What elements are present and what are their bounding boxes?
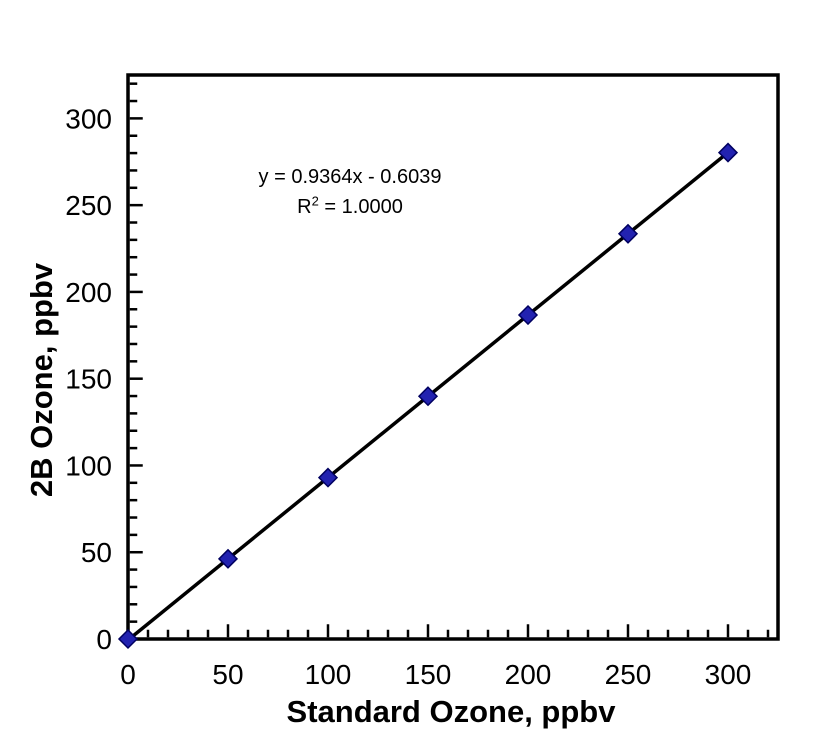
data-point	[417, 386, 439, 407]
y-tick-label: 150	[65, 364, 112, 395]
x-tick-label: 0	[120, 659, 136, 690]
r-squared-exponent: 2	[311, 193, 319, 209]
y-axis-title: 2B Ozone, ppbv	[24, 262, 59, 498]
data-point	[317, 467, 339, 488]
data-point	[517, 304, 539, 326]
equation-text: y = 0.9364x - 0.6039	[258, 166, 442, 188]
data-point	[117, 628, 139, 650]
data-point	[217, 548, 239, 569]
y-tick-label: 300	[65, 103, 112, 134]
plot-border	[126, 73, 780, 641]
x-tick-label: 50	[212, 659, 243, 690]
r-squared-text: R2 = 1.0000	[297, 193, 403, 218]
data-point	[717, 142, 739, 163]
trendline-annotation: y = 0.9364x - 0.6039 R2 = 1.0000	[259, 162, 442, 222]
x-tick-label: 150	[405, 659, 452, 690]
y-tick-label: 200	[65, 277, 112, 308]
x-tick-label: 200	[505, 659, 552, 690]
x-tick-label: 250	[605, 659, 652, 690]
x-tick-label: 100	[305, 659, 352, 690]
x-tick-label: 300	[705, 659, 752, 690]
y-tick-label: 50	[81, 537, 112, 568]
y-tick-label: 250	[65, 190, 112, 221]
y-tick-label: 0	[96, 624, 112, 655]
x-axis-title: Standard Ozone, ppbv	[286, 694, 616, 729]
data-point	[617, 223, 639, 244]
y-tick-label: 100	[65, 450, 112, 481]
